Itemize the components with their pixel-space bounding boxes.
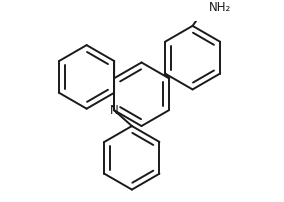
Text: NH₂: NH₂ xyxy=(209,1,231,14)
Text: N: N xyxy=(110,104,118,117)
